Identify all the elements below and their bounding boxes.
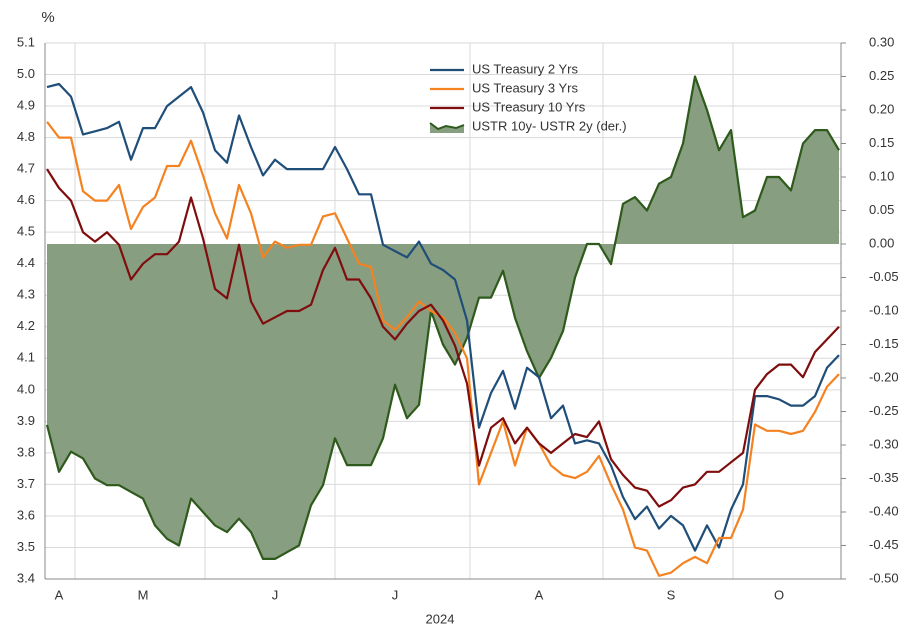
y2-tick-label: -0.40 <box>869 503 899 518</box>
x-tick-label: A <box>55 587 64 602</box>
y2-tick-label: 0.10 <box>869 168 894 183</box>
y-tick-label: 4.5 <box>17 224 35 239</box>
y2-tick-label: -0.50 <box>869 570 899 585</box>
legend-label: USTR 10y- USTR 2y (der.) <box>472 118 627 133</box>
legend-label: US Treasury 3 Yrs <box>472 80 578 95</box>
y-axis-unit: % <box>41 9 54 26</box>
y-tick-label: 3.6 <box>17 507 35 522</box>
y-tick-label: 4.0 <box>17 381 35 396</box>
y2-tick-label: -0.10 <box>869 302 899 317</box>
x-tick-label: J <box>272 587 279 602</box>
y-tick-label: 4.9 <box>17 97 35 112</box>
y2-tick-label: 0.20 <box>869 101 894 116</box>
y2-tick-label: -0.35 <box>869 470 899 485</box>
y-tick-label: 4.2 <box>17 318 35 333</box>
y-tick-label: 4.1 <box>17 350 35 365</box>
x-tick-label: J <box>392 587 399 602</box>
x-axis-title: 2024 <box>426 611 455 626</box>
y2-tick-label: -0.30 <box>869 436 899 451</box>
y-tick-label: 3.4 <box>17 570 35 585</box>
series-line <box>46 82 840 552</box>
y-tick-label: 4.6 <box>17 192 35 207</box>
y2-tick-label: 0.00 <box>869 235 894 250</box>
legend-swatch <box>430 123 464 133</box>
y-tick-label: 5.1 <box>17 34 35 49</box>
y2-tick-label: -0.20 <box>869 369 899 384</box>
y-tick-label: 3.9 <box>17 413 35 428</box>
y2-tick-label: -0.15 <box>869 336 899 351</box>
y-tick-label: 5.0 <box>17 66 35 81</box>
x-tick-label: O <box>774 587 784 602</box>
series-line <box>45 75 840 560</box>
legend-swatch-line <box>429 122 465 131</box>
legend-label: US Treasury 2 Yrs <box>472 61 578 76</box>
y2-tick-label: 0.15 <box>869 135 894 150</box>
y-tick-label: 3.5 <box>17 539 35 554</box>
y2-tick-label: 0.30 <box>869 34 894 49</box>
legend-label: US Treasury 10 Yrs <box>472 99 586 114</box>
y-tick-label: 3.7 <box>17 476 35 491</box>
y-tick-label: 4.3 <box>17 287 35 302</box>
y-tick-label: 3.8 <box>17 444 35 459</box>
series-line <box>46 168 840 508</box>
y2-tick-label: -0.45 <box>869 537 899 552</box>
y2-tick-label: -0.05 <box>869 269 899 284</box>
y2-tick-label: 0.05 <box>869 202 894 217</box>
series-line <box>46 121 840 577</box>
x-tick-label: S <box>667 587 676 602</box>
y2-tick-label: 0.25 <box>869 68 894 83</box>
y-tick-label: 4.8 <box>17 129 35 144</box>
y-tick-label: 4.7 <box>17 161 35 176</box>
y2-tick-label: -0.25 <box>869 403 899 418</box>
x-tick-label: M <box>138 587 149 602</box>
y-tick-label: 4.4 <box>17 255 35 270</box>
x-tick-label: A <box>535 587 544 602</box>
